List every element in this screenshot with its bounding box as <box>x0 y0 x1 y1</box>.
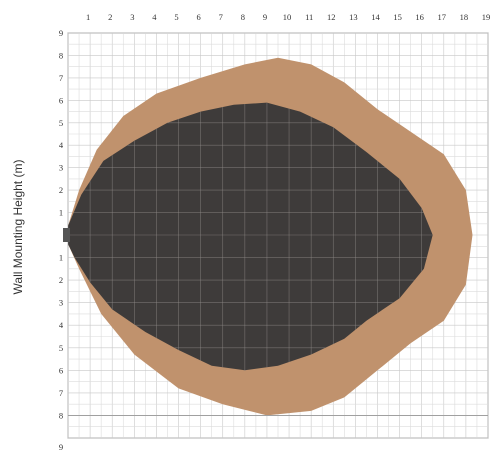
x-tick-label: 15 <box>393 12 402 22</box>
x-tick-label: 8 <box>241 12 245 22</box>
x-tick-label: 9 <box>263 12 267 22</box>
y-axis-label: Wall Mounting Height (m) <box>11 159 25 295</box>
y-tick-label: 5 <box>59 343 63 353</box>
x-tick-label: 5 <box>174 12 178 22</box>
y-tick-label: 8 <box>59 410 63 420</box>
tick-labels: 1 2 3 4 5 6 7 8 9 10 11 12 13 14 15 16 17 18 1998765432112… <box>59 12 490 452</box>
y-tick-label: 6 <box>59 95 63 105</box>
inner-coverage-area <box>68 102 433 371</box>
y-tick-label: 4 <box>59 320 64 330</box>
x-tick-label: 1 <box>86 12 90 22</box>
x-tick-label: 4 <box>152 12 157 22</box>
y-tick-label: 7 <box>59 388 63 398</box>
x-tick-label: 3 <box>130 12 134 22</box>
x-tick-label: 12 <box>327 12 336 22</box>
x-tick-label: 17 <box>438 12 447 22</box>
y-tick-label: 4 <box>59 140 64 150</box>
x-tick-label: 6 <box>197 12 201 22</box>
y-tick-label: 2 <box>59 185 63 195</box>
y-axis-label-wrap: Wall Mounting Height (m) <box>8 122 28 332</box>
x-tick-label: 7 <box>219 12 223 22</box>
y-tick-label: 8 <box>59 50 63 60</box>
x-tick-label: 16 <box>415 12 424 22</box>
x-tick-label: 10 <box>283 12 292 22</box>
y-tick-label: 3 <box>59 163 63 173</box>
x-tick-label: 14 <box>371 12 380 22</box>
coverage-areas <box>68 57 473 416</box>
x-tick-label: 19 <box>482 12 491 22</box>
y-tick-label: 1 <box>59 253 63 263</box>
y-tick-label: 2 <box>59 275 63 285</box>
x-tick-label: 13 <box>349 12 358 22</box>
y-tick-label: 9 <box>59 28 63 38</box>
y-tick-label: 3 <box>59 298 63 308</box>
y-tick-label: 1 <box>59 208 63 218</box>
x-tick-label: 11 <box>305 12 313 22</box>
x-tick-label: 18 <box>460 12 469 22</box>
sensor-marker <box>63 228 70 242</box>
y-tick-label: 7 <box>59 73 63 83</box>
x-tick-label: 2 <box>108 12 112 22</box>
y-tick-label: 9 <box>59 442 63 452</box>
chart-axes <box>63 228 488 416</box>
y-tick-label: 6 <box>59 365 63 375</box>
y-tick-label: 5 <box>59 118 63 128</box>
